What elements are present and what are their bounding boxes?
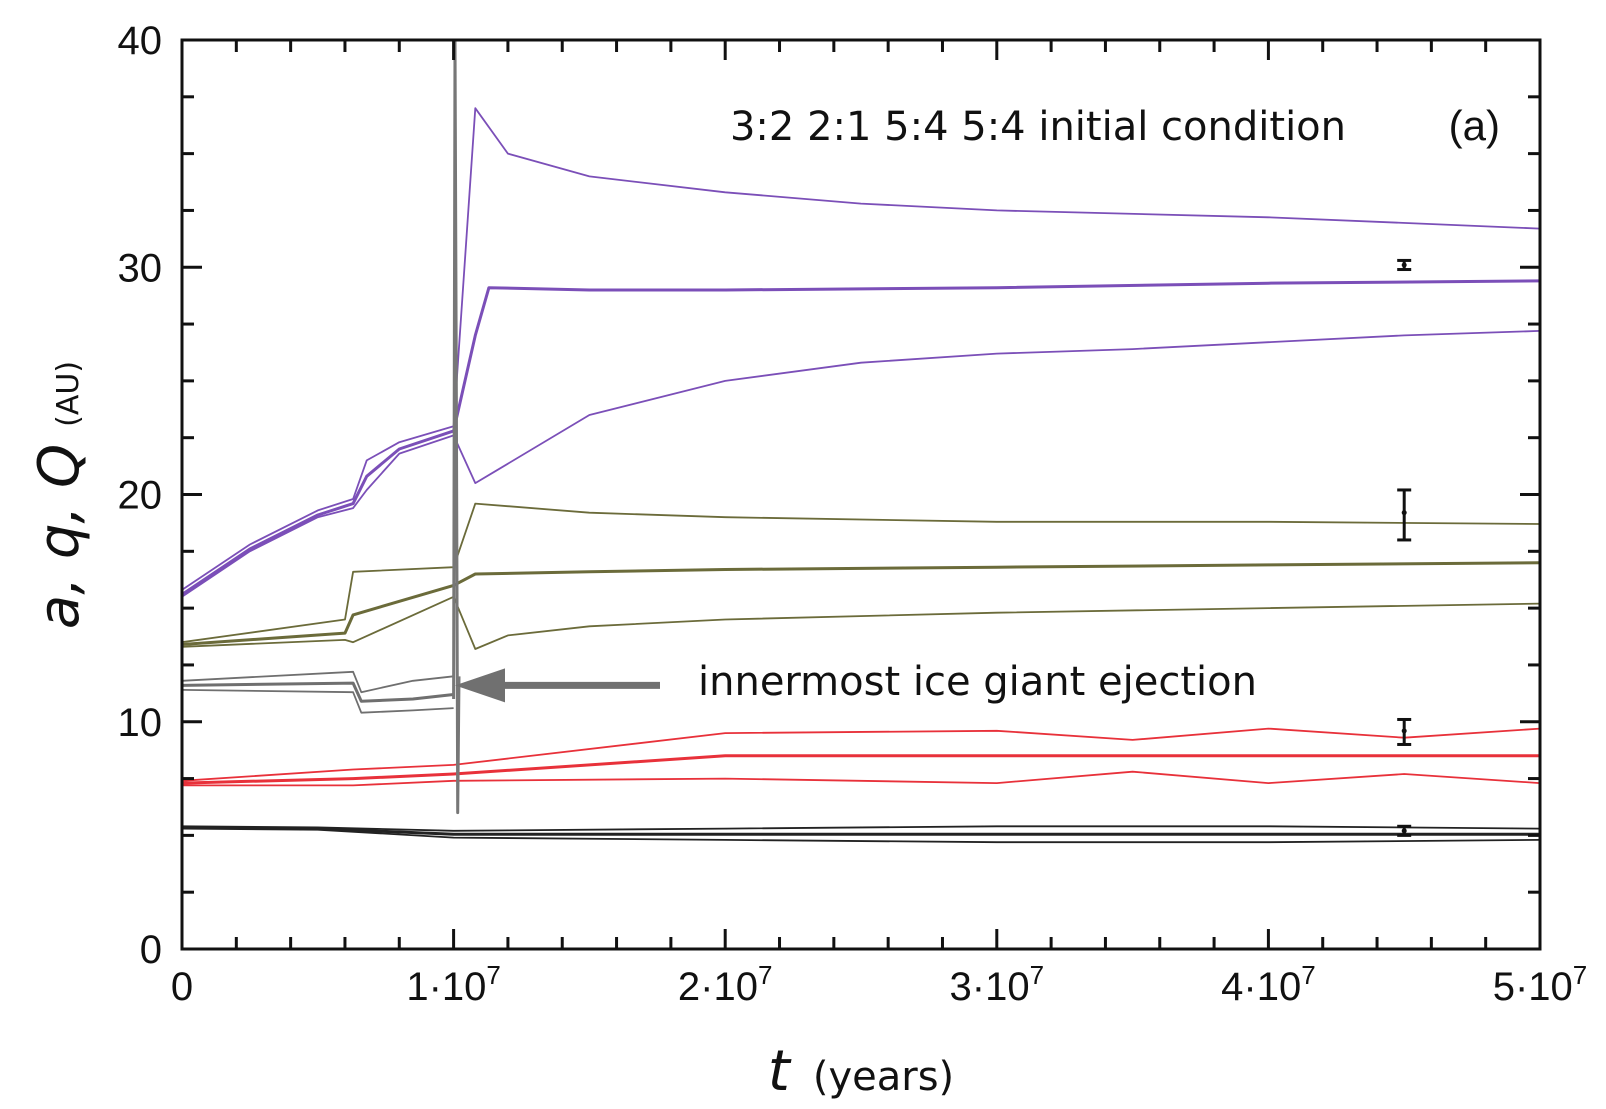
errorbar-layer bbox=[1397, 258, 1412, 837]
series-line-14-a bbox=[181, 825, 1540, 836]
series-line-11-a bbox=[181, 754, 1540, 785]
series-line-12-q bbox=[182, 770, 1541, 787]
plot-frame bbox=[180, 38, 1542, 951]
x-tick-label-2: 1·107 bbox=[406, 960, 501, 1009]
y-tick-label-4: 30 bbox=[118, 246, 163, 290]
x-tick-label-1: 0 bbox=[171, 965, 193, 1009]
error-bar-point bbox=[1401, 262, 1407, 268]
error-bar-1 bbox=[1397, 258, 1412, 272]
series-line-8-a bbox=[181, 681, 454, 703]
series-line-7-Q bbox=[181, 670, 454, 694]
y-tick-label-1: 0 bbox=[140, 928, 162, 972]
x-tick-label-3: 2·107 bbox=[678, 960, 773, 1009]
y-axis-title: a, q, Q (AU) bbox=[27, 361, 92, 629]
series-line-9-q bbox=[181, 689, 454, 714]
label-layer: 0 1·107 2·107 3·107 4·107 5·107 0 10 20 30 40 bbox=[118, 19, 1588, 1009]
series-line-10-Q bbox=[181, 727, 1541, 782]
y-tick-label-3: 20 bbox=[118, 474, 163, 518]
error-bar-point bbox=[1401, 828, 1407, 834]
error-bar-4 bbox=[1397, 824, 1412, 837]
y-axis-symbol: a, q, Q bbox=[27, 444, 92, 629]
tick-layer bbox=[180, 38, 1542, 951]
series-line-2-a bbox=[181, 279, 1541, 596]
series-line-6-q bbox=[181, 595, 1541, 650]
arrow-annotation: innermost ice giant ejection bbox=[698, 659, 1257, 705]
series-line-4-Q bbox=[181, 502, 1541, 644]
error-bar-point bbox=[1401, 510, 1407, 516]
series-line-15-q bbox=[181, 827, 1541, 844]
series-line-5-a bbox=[181, 561, 1541, 646]
error-bar-2 bbox=[1397, 488, 1412, 542]
series-layer bbox=[181, 38, 1541, 844]
error-bar-3 bbox=[1397, 717, 1412, 746]
x-tick-label-5: 4·107 bbox=[1221, 960, 1316, 1009]
annotation-title: 3:2 2:1 5:4 5:4 initial condition bbox=[730, 104, 1346, 150]
x-axis-symbol: t bbox=[768, 1039, 792, 1104]
arrow-head bbox=[455, 668, 505, 703]
arrow-layer bbox=[455, 668, 660, 703]
x-tick-label-6: 5·107 bbox=[1493, 960, 1588, 1009]
x-axis-title: t (years) bbox=[768, 1039, 954, 1104]
x-tick-label-4: 3·107 bbox=[950, 960, 1045, 1009]
series-line-1-Q bbox=[181, 107, 1541, 591]
series-line-3-q bbox=[181, 330, 1541, 598]
error-bar-point bbox=[1401, 728, 1407, 734]
series-line-16-ejection bbox=[452, 38, 461, 815]
x-axis-unit: (years) bbox=[813, 1054, 954, 1100]
y-axis-unit: (AU) bbox=[51, 361, 86, 427]
y-tick-label-5: 40 bbox=[118, 19, 163, 63]
panel-label: (a) bbox=[1449, 102, 1500, 149]
y-tick-label-2: 10 bbox=[118, 701, 163, 745]
